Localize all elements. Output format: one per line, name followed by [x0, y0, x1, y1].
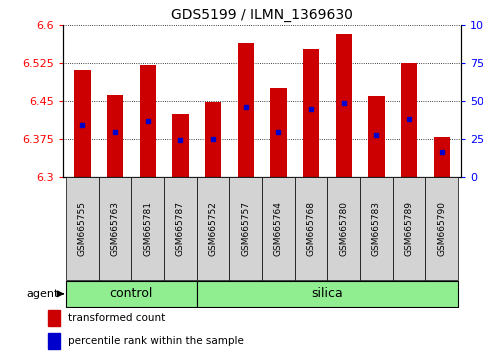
Text: GSM665787: GSM665787: [176, 201, 185, 256]
Text: GSM665755: GSM665755: [78, 201, 87, 256]
Text: GSM665757: GSM665757: [241, 201, 250, 256]
Text: silica: silica: [312, 287, 343, 300]
Text: GSM665764: GSM665764: [274, 201, 283, 256]
Bar: [262, 177, 295, 280]
Text: GSM665763: GSM665763: [111, 201, 120, 256]
Bar: [229, 177, 262, 280]
Text: control: control: [110, 287, 153, 300]
Bar: [434, 137, 450, 177]
Bar: [107, 95, 123, 177]
Bar: [336, 34, 352, 177]
Text: GSM665781: GSM665781: [143, 201, 152, 256]
Bar: [197, 281, 458, 307]
Text: GSM665783: GSM665783: [372, 201, 381, 256]
Bar: [164, 177, 197, 280]
Bar: [393, 177, 426, 280]
Bar: [238, 43, 254, 177]
Text: GSM665780: GSM665780: [339, 201, 348, 256]
Text: GSM665768: GSM665768: [307, 201, 315, 256]
Bar: [66, 281, 197, 307]
Text: GSM665790: GSM665790: [437, 201, 446, 256]
Bar: [66, 177, 99, 280]
Bar: [270, 88, 286, 177]
Bar: [197, 177, 229, 280]
Bar: [401, 63, 417, 177]
Bar: [426, 177, 458, 280]
Title: GDS5199 / ILMN_1369630: GDS5199 / ILMN_1369630: [171, 8, 353, 22]
Text: GSM665789: GSM665789: [404, 201, 413, 256]
Text: percentile rank within the sample: percentile rank within the sample: [68, 336, 243, 346]
Bar: [303, 48, 319, 177]
Bar: [48, 310, 60, 326]
Text: agent: agent: [27, 289, 63, 299]
Bar: [48, 333, 60, 349]
Bar: [140, 65, 156, 177]
Bar: [74, 70, 90, 177]
Text: GSM665752: GSM665752: [209, 201, 217, 256]
Bar: [360, 177, 393, 280]
Text: transformed count: transformed count: [68, 313, 165, 323]
Bar: [327, 177, 360, 280]
Bar: [205, 102, 221, 177]
Bar: [295, 177, 327, 280]
Bar: [99, 177, 131, 280]
Bar: [172, 114, 188, 177]
Bar: [131, 177, 164, 280]
Bar: [368, 96, 384, 177]
